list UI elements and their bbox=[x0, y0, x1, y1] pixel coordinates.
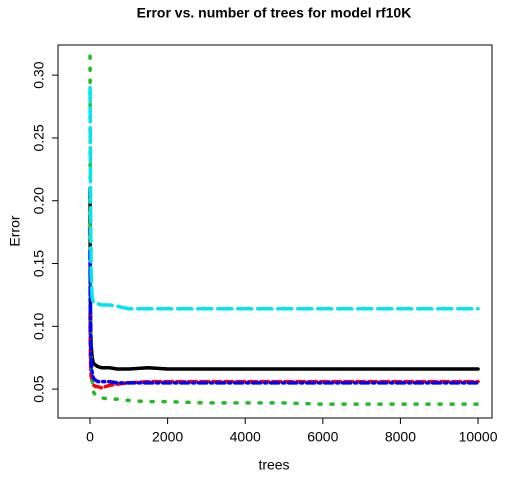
x-tick-label: 4000 bbox=[230, 429, 261, 445]
y-tick-label: 0.10 bbox=[31, 312, 47, 339]
x-tick-label: 0 bbox=[86, 429, 94, 445]
y-tick-label: 0.20 bbox=[31, 187, 47, 214]
y-tick-label: 0.25 bbox=[31, 124, 47, 151]
x-axis-label: trees bbox=[258, 457, 289, 473]
x-tick-label: 10000 bbox=[459, 429, 498, 445]
series-line bbox=[88, 85, 480, 311]
y-axis-label: Error bbox=[7, 215, 23, 246]
series-line bbox=[88, 54, 480, 406]
y-tick-label: 0.30 bbox=[31, 61, 47, 88]
series-line bbox=[88, 249, 480, 385]
x-tick-label: 6000 bbox=[307, 429, 338, 445]
series-line bbox=[88, 312, 480, 390]
series-line bbox=[88, 186, 480, 371]
x-tick-label: 2000 bbox=[152, 429, 183, 445]
x-tick-label: 8000 bbox=[385, 429, 416, 445]
plot-frame bbox=[57, 44, 493, 419]
y-tick-label: 0.05 bbox=[31, 375, 47, 402]
y-tick-label: 0.15 bbox=[31, 250, 47, 277]
chart-title: Error vs. number of trees for model rf10… bbox=[137, 5, 412, 21]
